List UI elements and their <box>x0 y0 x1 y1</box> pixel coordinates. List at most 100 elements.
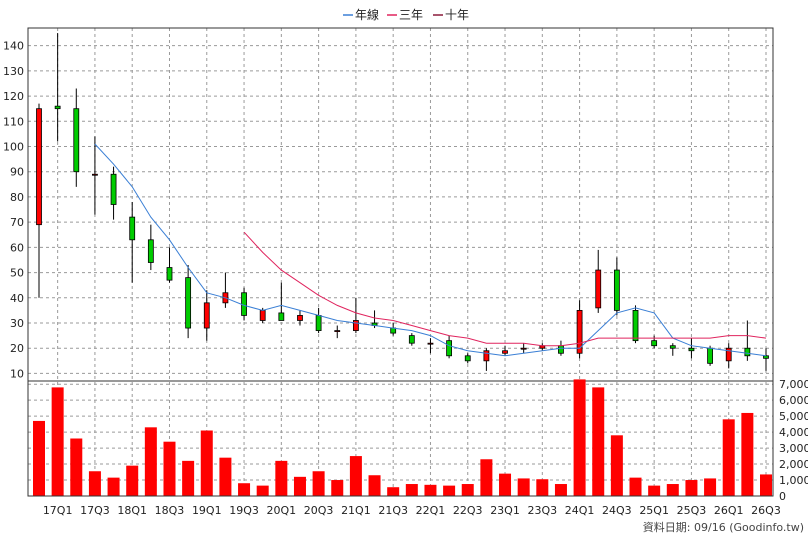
volume-bar <box>275 460 288 496</box>
candle-down <box>632 309 639 342</box>
volume-bar <box>219 457 232 496</box>
x-tick-label: 22Q1 <box>416 504 446 517</box>
volume-bar <box>648 485 661 496</box>
legend-label: 年線 <box>355 7 379 22</box>
x-tick-label: 24Q3 <box>602 504 632 517</box>
volume-bar <box>70 438 83 496</box>
volume-bar <box>33 420 45 496</box>
price-tick-label: 60 <box>10 241 24 254</box>
year-line <box>94 143 767 357</box>
x-axis-ticks: 17Q1 17Q3 18Q1 18Q3 19Q1 19Q3 20Q1 20Q3 21Q1 21Q3… <box>43 504 781 517</box>
candle-down <box>241 292 247 316</box>
candle-up <box>595 269 602 309</box>
legend-label: 十年 <box>445 8 469 22</box>
price-tick-label: 70 <box>10 216 24 229</box>
candle-down <box>688 347 695 352</box>
candle-down <box>408 335 415 344</box>
candles <box>36 33 769 371</box>
price-tick-label: 40 <box>10 292 24 305</box>
volume-bar <box>704 478 717 496</box>
volume-bar <box>722 419 735 496</box>
candle-down <box>54 105 61 110</box>
volume-bar <box>182 460 195 496</box>
candle-up <box>259 309 266 321</box>
volume-bar <box>293 476 306 496</box>
volume-bar <box>349 456 362 496</box>
price-tick-label: 110 <box>3 115 24 128</box>
candle-down <box>763 355 769 359</box>
volume-tick-label: 2,000 <box>779 458 808 471</box>
price-tick-label: 30 <box>10 317 24 330</box>
volume-bar <box>592 387 605 496</box>
x-tick-label: 24Q1 <box>565 504 595 517</box>
candle-down <box>147 239 154 263</box>
candle-down <box>129 216 136 241</box>
volume-tick-label: 5,000 <box>779 410 808 423</box>
candle-up <box>352 320 359 331</box>
volume-bar <box>685 480 698 496</box>
volume-bar <box>499 473 512 496</box>
legend-label: 三年 <box>399 8 423 22</box>
candle-down <box>185 277 192 329</box>
volume-tick-label: 1,000 <box>779 474 808 487</box>
price-tick-label: 140 <box>3 40 24 53</box>
volume-bar <box>51 387 64 496</box>
volume-bar <box>443 485 456 496</box>
x-tick-label: 21Q3 <box>378 504 408 517</box>
volume-bar <box>256 485 269 496</box>
volume-bar <box>760 474 772 496</box>
candle-down <box>558 345 564 354</box>
data-date-note: 資料日期: 09/16 (Goodinfo.tw) <box>643 520 804 534</box>
volume-grid <box>28 380 773 497</box>
x-tick-label: 17Q1 <box>43 504 73 517</box>
candle-down <box>744 347 751 357</box>
price-tick-label: 20 <box>10 342 24 355</box>
candle-up <box>92 173 98 176</box>
x-tick-label: 26Q3 <box>751 504 781 517</box>
candle-down <box>110 173 117 205</box>
volume-bar <box>126 465 139 496</box>
volume-tick-label: 3,000 <box>779 442 808 455</box>
candle-down <box>73 108 80 173</box>
candle-down <box>651 340 658 347</box>
x-tick-label: 23Q1 <box>490 504 520 517</box>
candle-down <box>446 340 453 357</box>
volume-bar <box>238 483 251 496</box>
volume-bar <box>368 475 381 496</box>
price-tick-label: 10 <box>10 367 24 380</box>
x-tick-label: 19Q1 <box>192 504 222 517</box>
price-axis-ticks: 10 20 30 40 50 60 70 80 90 100 110 120 130 140 <box>3 40 24 381</box>
price-tick-label: 90 <box>10 166 24 179</box>
volume-bar <box>387 487 400 496</box>
volume-bar <box>163 441 176 496</box>
x-tick-label: 21Q1 <box>341 504 371 517</box>
three-year-line <box>243 231 767 347</box>
volume-axis-ticks: 0 1,000 2,000 3,000 4,000 5,000 6,000 7,000 <box>779 378 808 503</box>
price-tick-label: 100 <box>3 141 24 154</box>
candle-down <box>278 312 285 321</box>
price-grid <box>28 28 773 496</box>
volume-bars <box>33 379 772 496</box>
volume-bar <box>331 480 344 496</box>
volume-bar <box>88 471 101 496</box>
volume-bar <box>144 427 157 496</box>
x-tick-label: 22Q3 <box>453 504 483 517</box>
volume-bar <box>200 430 213 496</box>
candle-up <box>725 347 732 362</box>
candle-up <box>427 342 434 345</box>
x-tick-label: 25Q1 <box>639 504 669 517</box>
x-tick-label: 19Q3 <box>229 504 259 517</box>
volume-bar <box>107 477 120 496</box>
volume-bar <box>629 477 642 496</box>
volume-tick-label: 4,000 <box>779 426 808 439</box>
candle-down <box>669 345 676 349</box>
volume-bar <box>573 379 586 496</box>
candle-up <box>520 347 527 350</box>
volume-bar <box>312 471 325 496</box>
volume-bar <box>554 484 567 496</box>
candle-down <box>464 355 471 362</box>
volume-bar <box>424 484 437 496</box>
candle-down <box>613 269 620 311</box>
candle-up <box>502 350 508 354</box>
